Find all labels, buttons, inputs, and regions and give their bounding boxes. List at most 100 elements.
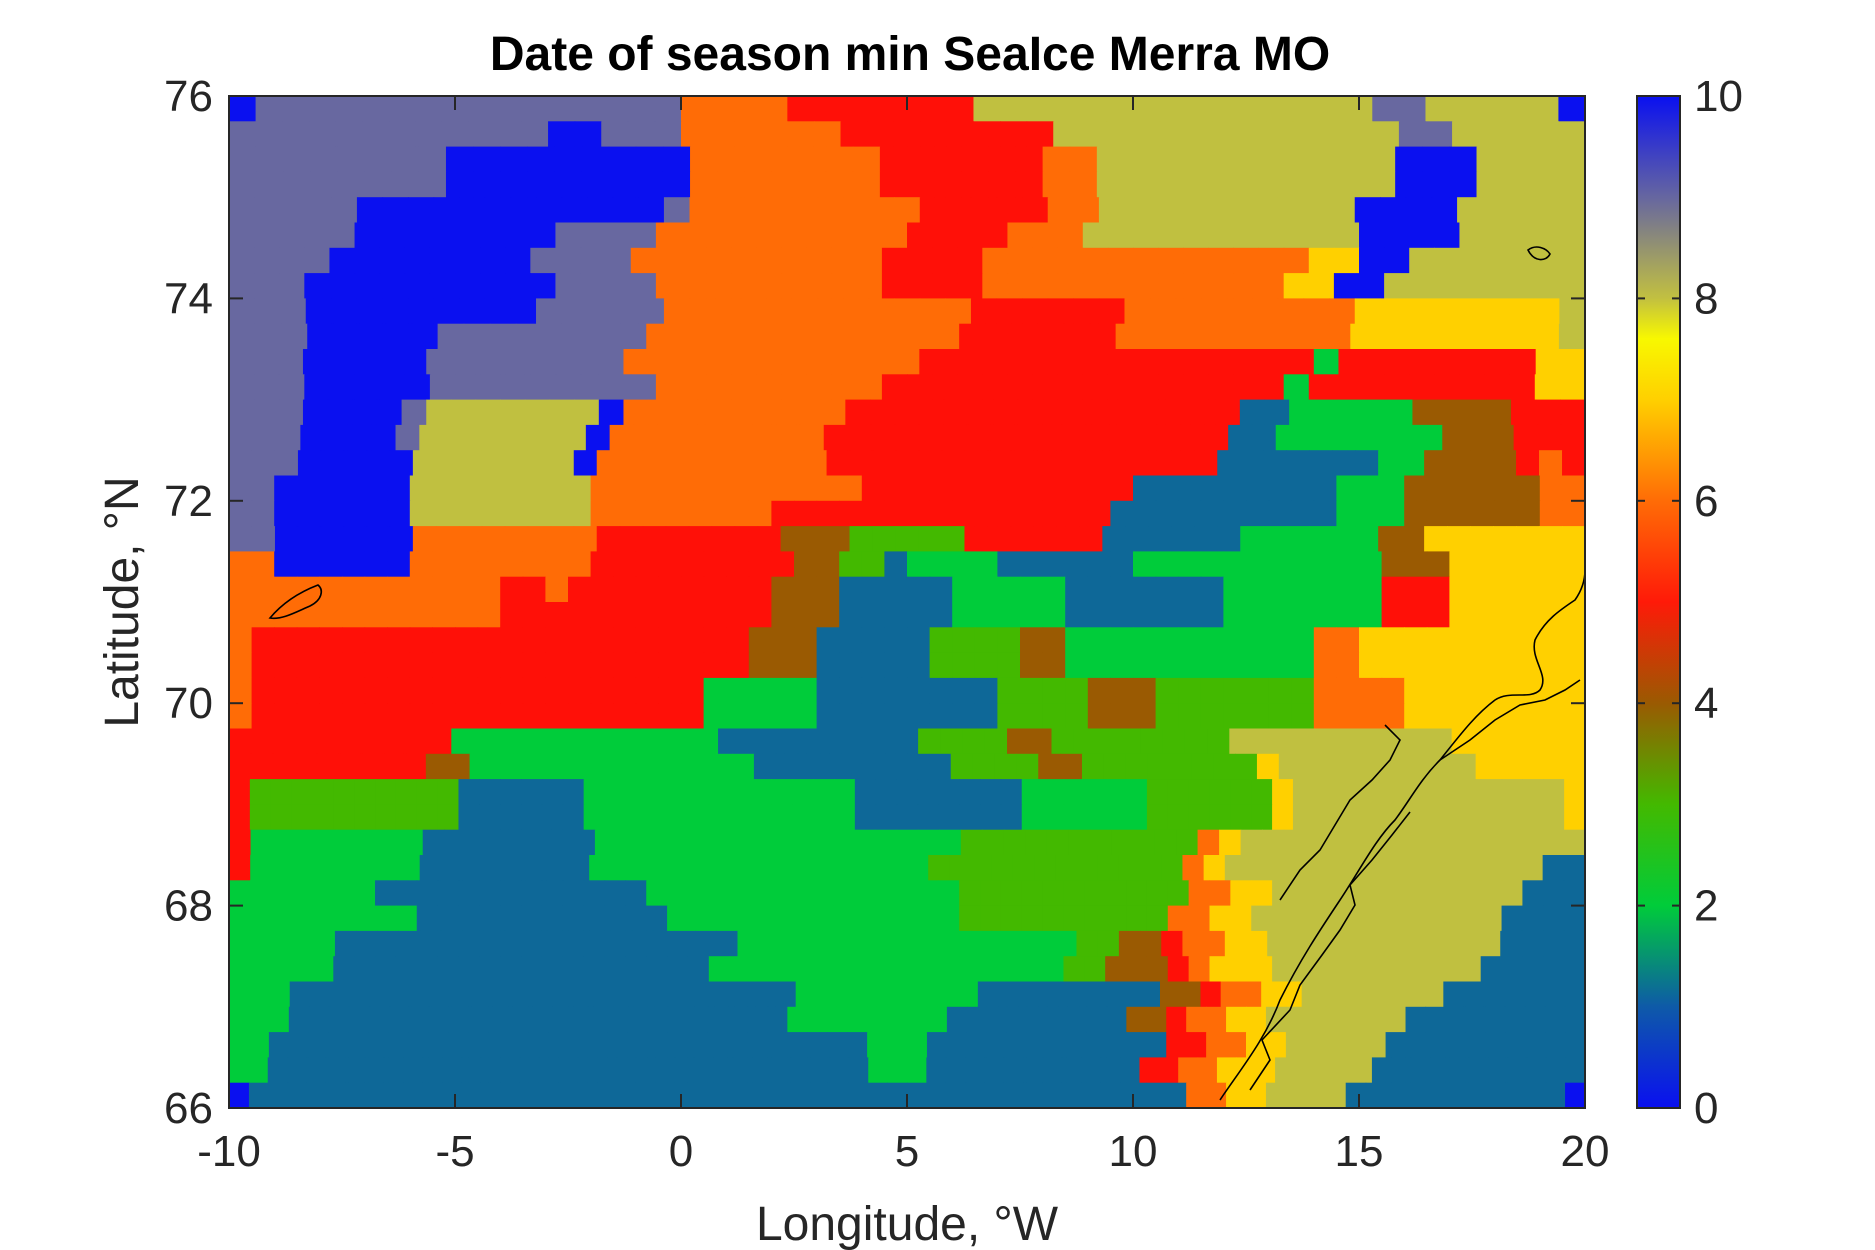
heatmap-cell	[545, 500, 569, 527]
heatmap-cell	[792, 956, 814, 983]
heatmap-cell	[1203, 855, 1226, 881]
heatmap-cell	[1021, 956, 1044, 983]
heatmap-cell	[1103, 753, 1127, 780]
heatmap-cell	[419, 930, 442, 957]
heatmap-cell	[1259, 146, 1288, 173]
heatmap-cell	[590, 652, 614, 679]
heatmap-cell	[1291, 703, 1315, 730]
heatmap-cell	[343, 450, 368, 477]
heatmap-cell	[521, 779, 543, 805]
heatmap-cell	[1407, 728, 1430, 755]
heatmap-cell	[251, 677, 275, 704]
heatmap-cell	[1289, 399, 1315, 426]
heatmap-cell	[568, 1082, 589, 1109]
heatmap-cell	[364, 1057, 385, 1084]
heatmap-cell	[988, 146, 1017, 173]
heatmap-cell	[1292, 804, 1315, 831]
heatmap-cell	[530, 829, 553, 856]
heatmap-cell	[229, 804, 251, 831]
heatmap-cell	[229, 703, 253, 730]
heatmap-cell	[1533, 197, 1561, 224]
heatmap-cell	[816, 652, 840, 679]
heatmap-cell	[917, 804, 939, 831]
heatmap-cell	[748, 551, 772, 578]
heatmap-cell	[364, 475, 388, 502]
heatmap-cell	[1042, 475, 1066, 502]
heatmap-cell	[647, 1032, 669, 1058]
heatmap-cell	[1292, 956, 1315, 983]
heatmap-cell	[541, 956, 564, 983]
heatmap-cell	[387, 475, 411, 502]
heatmap-cell	[377, 930, 400, 957]
heatmap-cell	[1105, 880, 1127, 907]
heatmap-cell	[787, 96, 815, 122]
heatmap-cell	[1133, 500, 1157, 527]
heatmap-cell	[1459, 222, 1486, 249]
heatmap-cell	[1089, 323, 1117, 350]
heatmap-cell	[1133, 273, 1159, 299]
heatmap-cell	[787, 121, 815, 148]
heatmap-cell	[1394, 930, 1417, 957]
heatmap-cell	[826, 526, 851, 552]
heatmap-cell	[750, 323, 778, 350]
heatmap-cell	[1447, 450, 1471, 477]
heatmap-cell	[500, 880, 522, 907]
heatmap-cell	[881, 273, 908, 299]
heatmap-cell	[435, 450, 460, 477]
heatmap-cell	[1102, 450, 1126, 477]
heatmap-cell	[1438, 880, 1461, 907]
heatmap-cell	[980, 905, 1002, 932]
heatmap-cell	[270, 779, 293, 805]
heatmap-cell	[672, 349, 699, 375]
heatmap-cell	[256, 171, 284, 198]
heatmap-cell	[1021, 880, 1044, 907]
heatmap-cell	[801, 930, 823, 957]
heatmap-cell	[1264, 349, 1290, 375]
heatmap-cell	[1493, 526, 1517, 552]
heatmap-cell	[1305, 1006, 1327, 1033]
heatmap-cell	[504, 855, 527, 881]
heatmap-cell	[794, 602, 818, 628]
heatmap-cell	[1252, 298, 1279, 325]
heatmap-cell	[1359, 703, 1383, 730]
heatmap-cell	[354, 804, 376, 831]
heatmap-cell	[404, 247, 431, 274]
heatmap-cell	[278, 349, 304, 375]
heatmap-cell	[583, 804, 606, 831]
heatmap-cell	[1183, 273, 1209, 299]
heatmap-cell	[1096, 171, 1125, 198]
heatmap-cell	[1223, 576, 1247, 603]
heatmap-cell	[562, 804, 585, 831]
heatmap-cell	[687, 956, 710, 983]
heatmap-cell	[445, 146, 474, 173]
heatmap-cell	[1415, 930, 1438, 957]
heatmap-cell	[980, 956, 1002, 983]
heatmap-cell	[820, 349, 846, 375]
heatmap-cell	[525, 930, 548, 957]
heatmap-cell	[1007, 247, 1034, 274]
heatmap-cell	[1285, 1082, 1307, 1109]
heatmap-cell	[959, 323, 986, 350]
heatmap-cell	[425, 753, 449, 780]
heatmap-cell	[1384, 728, 1408, 755]
heatmap-cell	[1513, 424, 1539, 451]
heatmap-cell	[642, 526, 667, 552]
heatmap-cell	[854, 956, 877, 983]
heatmap-cell	[306, 1057, 327, 1084]
heatmap-cell	[269, 981, 291, 1008]
heatmap-cell	[512, 981, 534, 1008]
heatmap-cell	[418, 171, 447, 198]
heatmap-cell	[477, 627, 501, 654]
heatmap-cell	[528, 1006, 549, 1033]
heatmap-cell	[708, 804, 731, 831]
heatmap-cell	[996, 298, 1023, 325]
heatmap-cell	[1126, 779, 1148, 805]
heatmap-cell	[867, 1032, 888, 1058]
heatmap-cell	[752, 1057, 772, 1084]
heatmap-cell	[731, 222, 757, 249]
heatmap-cell	[658, 551, 682, 578]
heatmap-cell	[1228, 424, 1253, 451]
heatmap-cell	[646, 956, 668, 983]
heatmap-cell	[1365, 1032, 1387, 1058]
heatmap-cell	[655, 222, 682, 249]
